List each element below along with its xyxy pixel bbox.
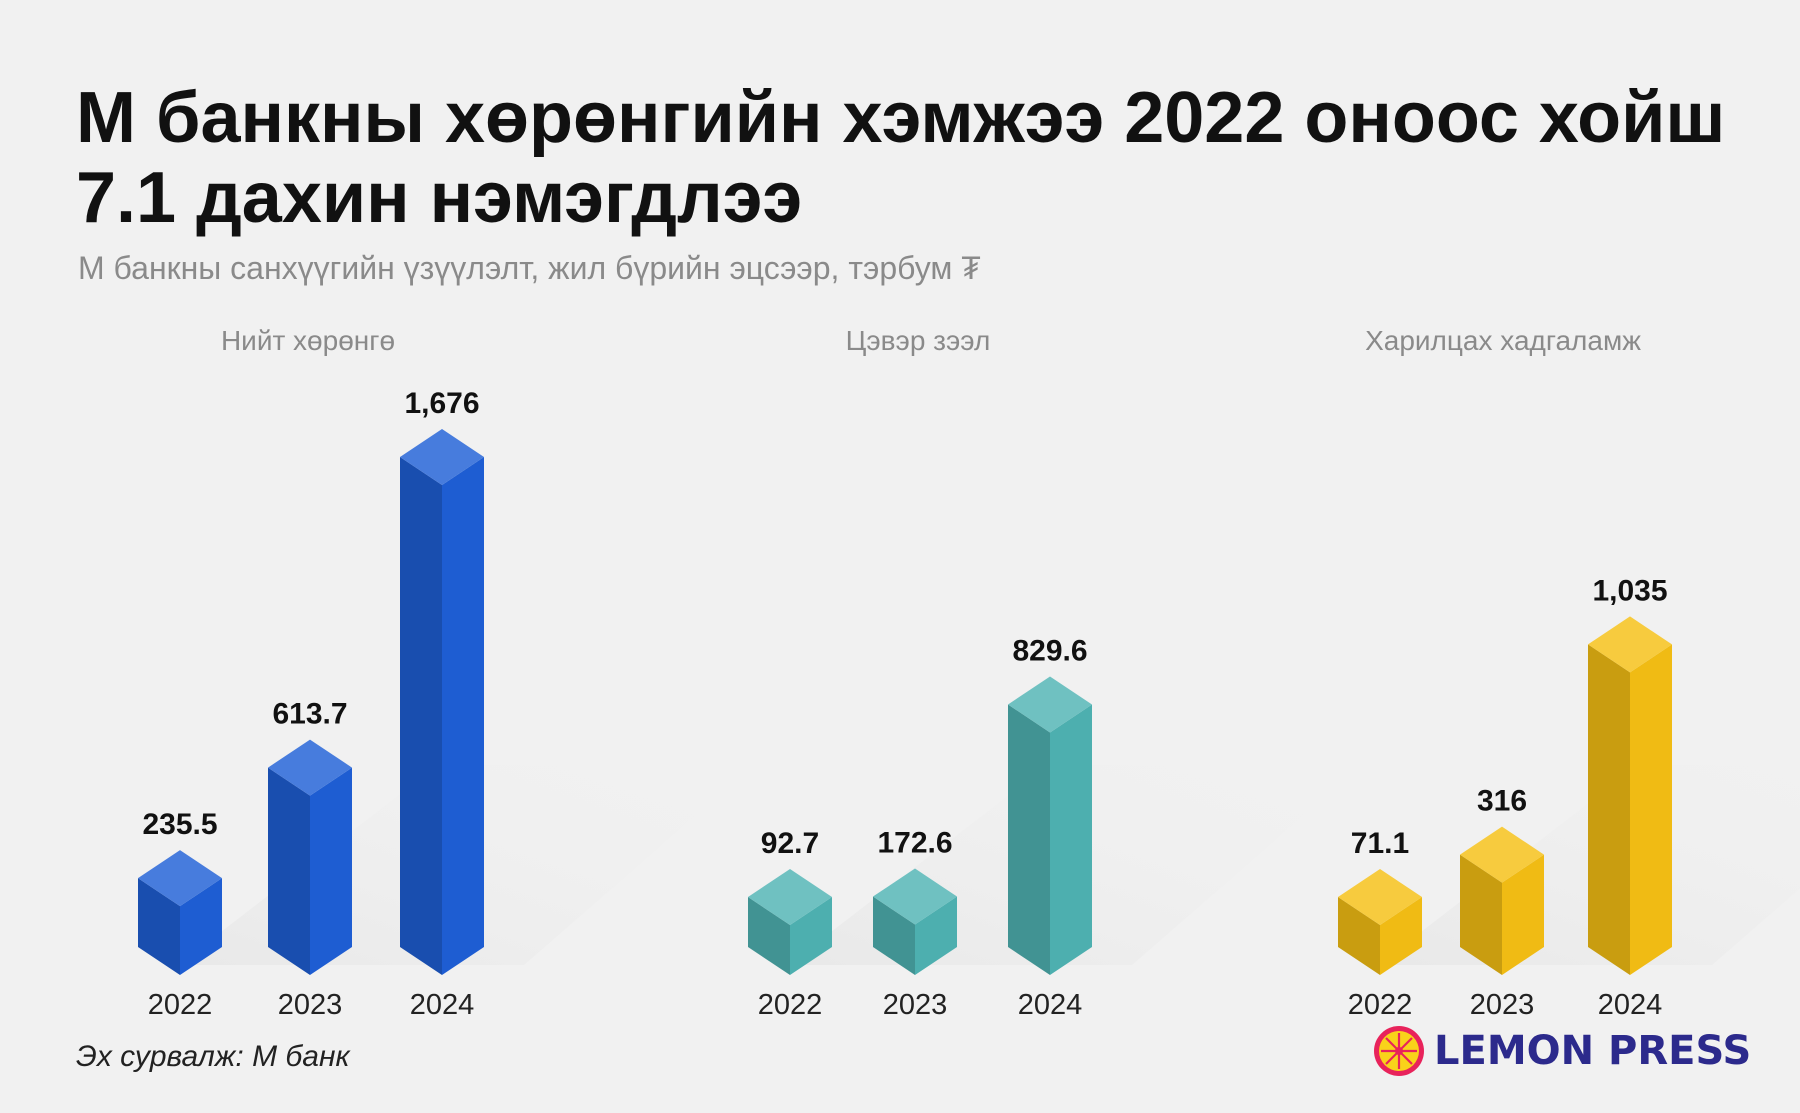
bar-value-label: 1,035 (1592, 574, 1667, 607)
category-label: 2024 (1598, 989, 1663, 1021)
category-label: 2024 (1018, 989, 1083, 1021)
category-label: 2024 (410, 989, 475, 1021)
bar-value-label: 92.7 (761, 827, 819, 860)
bar-left-face (1338, 897, 1380, 975)
chart-group-1: Нийт хөрөнгө 235.5 2022 613.7 2023 1,676 2024 (138, 325, 754, 1021)
bar-top-face (1338, 869, 1422, 925)
bar-right-face (442, 457, 484, 975)
bar-left-face (873, 896, 915, 975)
bar (1008, 676, 1092, 975)
bar-right-face (790, 897, 832, 975)
bar-top-face (1460, 826, 1544, 883)
bar (1338, 869, 1422, 975)
category-label: 2023 (883, 989, 948, 1021)
bar-right-face (310, 767, 352, 975)
chart-group-3: Харилцах хадгаламж 71.1 2022 316 2023 1,035 20… (1338, 325, 1800, 1021)
bar-left-face (138, 878, 180, 975)
bar-left-face (400, 457, 442, 975)
category-label: 2023 (278, 989, 343, 1021)
bar (268, 739, 352, 975)
bar-right-face (1050, 704, 1092, 975)
bar-value-label: 829.6 (1012, 634, 1087, 667)
bar-value-label: 613.7 (272, 698, 347, 731)
bar-top-face (138, 850, 222, 907)
brand-name: LEMON PRESS (1434, 1028, 1752, 1074)
bar-value-label: 1,676 (404, 387, 479, 420)
panel-title: Харилцах хадгаламж (1365, 325, 1641, 356)
bar-top-face (748, 869, 832, 925)
chart-subtitle: М банкны санхүүгийн үзүүлэлт, жил бүрийн… (78, 250, 981, 286)
chart-group-2: Цэвэр зээл 92.7 2022 172.6 2023 829.6 2024 (748, 325, 1362, 1021)
category-label: 2022 (758, 989, 823, 1021)
bar-left-face (268, 767, 310, 975)
lemon-slice-icon (1374, 1026, 1424, 1076)
bar (1460, 826, 1544, 975)
bar-right-face (1380, 897, 1422, 975)
bar (873, 868, 957, 975)
bar (400, 429, 484, 975)
bar-left-face (748, 897, 790, 975)
bar-value-label: 172.6 (877, 827, 952, 860)
bar-value-label: 316 (1477, 785, 1527, 818)
bar-right-face (180, 878, 222, 975)
bar-right-face (1502, 854, 1544, 975)
bar-right-face (915, 896, 957, 975)
bar-left-face (1588, 644, 1630, 975)
bar (748, 869, 832, 975)
bar-left-face (1460, 854, 1502, 975)
bar-top-face (1588, 616, 1672, 673)
chart-title: М банкны хөрөнгийн хэмжээ 2022 оноос хой… (76, 78, 1726, 238)
bar (1588, 616, 1672, 975)
bar (138, 850, 222, 975)
brand-logo: LEMON PRESS (1372, 1024, 1751, 1078)
bar-value-label: 235.5 (142, 808, 217, 841)
category-label: 2022 (1348, 989, 1413, 1021)
bar-right-face (1630, 644, 1672, 975)
bar-value-label: 71.1 (1351, 827, 1409, 860)
bar-top-face (1008, 676, 1092, 733)
panel-title: Нийт хөрөнгө (221, 325, 395, 356)
bar-left-face (1008, 704, 1050, 975)
source-note: Эх сурвалж: М банк (76, 1040, 350, 1073)
panel-title: Цэвэр зээл (846, 325, 991, 356)
category-label: 2023 (1470, 989, 1535, 1021)
bar-top-face (268, 739, 352, 796)
category-label: 2022 (148, 989, 213, 1021)
bar-top-face (400, 429, 484, 485)
bar-top-face (873, 868, 957, 925)
